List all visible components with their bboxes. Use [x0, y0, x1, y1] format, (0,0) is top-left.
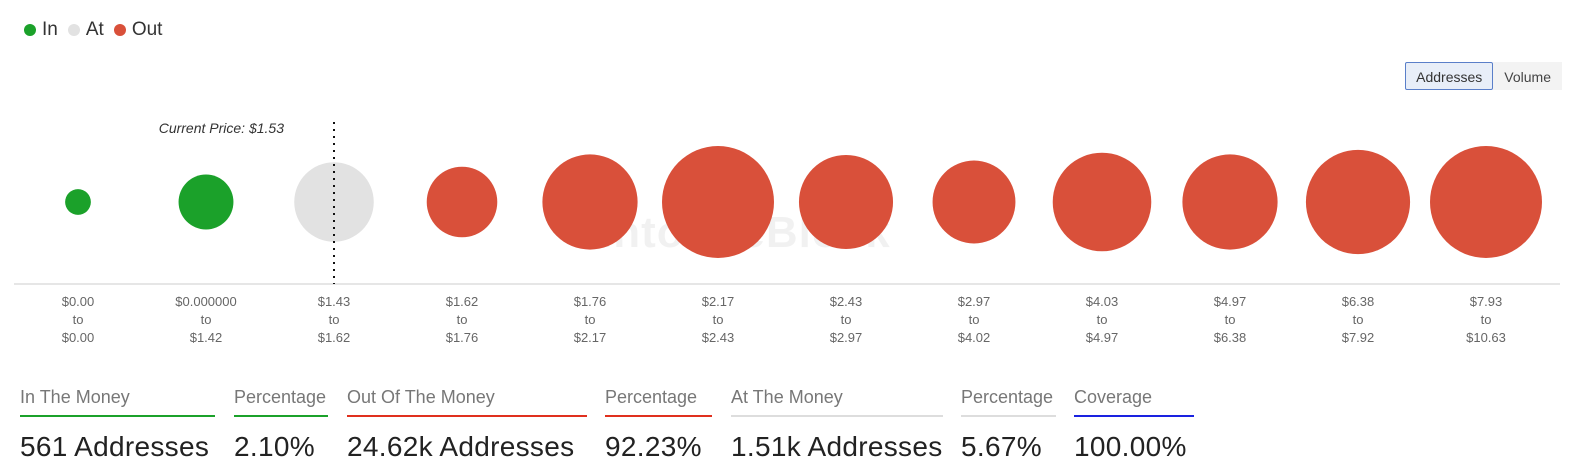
- tick-label-from: $7.93: [1470, 294, 1503, 309]
- stat-value: 100.00%: [1074, 431, 1187, 462]
- tick-label-connector: to: [457, 312, 468, 327]
- tick-label-connector: to: [201, 312, 212, 327]
- stat-underline: [731, 415, 943, 417]
- stat-value: 24.62k Addresses: [347, 431, 575, 462]
- legend-out-label: Out: [131, 19, 163, 40]
- tick-label-to: $6.38: [1214, 330, 1247, 345]
- stat-in-the-money: In The Money 561 Addresses: [20, 387, 215, 463]
- bubble-out[interactable]: [1430, 146, 1542, 258]
- legend-at-dot: [67, 24, 80, 36]
- tick-label-to: $2.17: [574, 330, 607, 345]
- tick-label-connector: to: [713, 312, 724, 327]
- current-price-label: Current Price: $1.53: [159, 120, 284, 136]
- stat-value: 1.51k Addresses: [731, 431, 943, 462]
- bubble-at[interactable]: [294, 162, 374, 242]
- stat-at-percentage: Percentage 5.67%: [961, 387, 1056, 463]
- stat-underline: [961, 415, 1056, 417]
- stat-label: Out Of The Money: [347, 387, 495, 407]
- legend-out-dot: [113, 24, 126, 36]
- bubble-out[interactable]: [662, 146, 774, 258]
- tick-label-connector: to: [1097, 312, 1108, 327]
- stat-out-percentage: Percentage 92.23%: [605, 387, 712, 463]
- tick-label-from: $1.62: [446, 294, 479, 309]
- bubble-out[interactable]: [798, 154, 894, 250]
- tick-label-connector: to: [1225, 312, 1236, 327]
- bubble-out[interactable]: [1182, 154, 1278, 250]
- stat-underline: [605, 415, 712, 417]
- stat-underline: [234, 415, 328, 417]
- bubble-in[interactable]: [65, 189, 91, 215]
- stat-label: In The Money: [20, 387, 130, 407]
- stat-label: Percentage: [605, 387, 698, 407]
- legend-item-in[interactable]: In: [24, 19, 58, 41]
- tick-label-connector: to: [841, 312, 852, 327]
- tick-label-to: $0.00: [62, 330, 95, 345]
- tick-label-to: $1.76: [446, 330, 479, 345]
- addresses-toggle-button[interactable]: Addresses: [1405, 62, 1494, 90]
- tick-label-from: $2.43: [830, 294, 863, 309]
- stat-underline: [20, 415, 215, 417]
- stat-at-the-money: At The Money 1.51k Addresses: [731, 387, 943, 463]
- bubble-out[interactable]: [1305, 149, 1411, 255]
- stat-underline: [347, 415, 587, 417]
- tick-label-from: $2.97: [958, 294, 991, 309]
- bubble-chart: $0.00 to $0.00 $0.000000 to $1.42 $1.43 to $1.62…: [14, 120, 1560, 345]
- bubble-out[interactable]: [426, 166, 498, 238]
- stat-label: Coverage: [1074, 387, 1153, 407]
- bubble-in[interactable]: [178, 174, 234, 230]
- stat-value: 561 Addresses: [20, 431, 210, 462]
- bubble-out[interactable]: [932, 160, 1016, 244]
- tick-label-from: $1.76: [574, 294, 607, 309]
- volume-toggle-button[interactable]: Volume: [1493, 62, 1562, 90]
- stat-label: Percentage: [961, 387, 1054, 407]
- stat-coverage: Coverage 100.00%: [1074, 387, 1194, 463]
- tick-label-from: $1.43: [318, 294, 351, 309]
- stat-value: 92.23%: [605, 431, 702, 462]
- stat-underline: [1074, 415, 1194, 417]
- tick-label-to: $2.43: [702, 330, 735, 345]
- tick-label-to: $10.63: [1466, 330, 1506, 345]
- tick-label-connector: to: [329, 312, 340, 327]
- tick-label-to: $1.62: [318, 330, 351, 345]
- tick-label-from: $4.03: [1086, 294, 1119, 309]
- metric-toggle: Addresses Volume: [1405, 62, 1562, 90]
- tick-label-to: $1.42: [190, 330, 223, 345]
- stat-label: At The Money: [731, 387, 843, 407]
- tick-label-connector: to: [73, 312, 84, 327]
- tick-label-to: $7.92: [1342, 330, 1375, 345]
- tick-label-from: $2.17: [702, 294, 735, 309]
- tick-label-from: $6.38: [1342, 294, 1375, 309]
- tick-label-to: $4.97: [1086, 330, 1119, 345]
- stat-out-of-the-money: Out Of The Money 24.62k Addresses: [347, 387, 587, 463]
- legend-item-out[interactable]: Out: [113, 19, 163, 41]
- stat-in-percentage: Percentage 2.10%: [234, 387, 328, 463]
- chart-legend: In At Out: [24, 19, 162, 41]
- bubble-out[interactable]: [542, 154, 638, 250]
- legend-item-at[interactable]: At: [67, 19, 104, 41]
- stat-value: 5.67%: [961, 431, 1042, 462]
- tick-label-from: $4.97: [1214, 294, 1247, 309]
- tick-label-from: $0.000000: [175, 294, 236, 309]
- tick-label-to: $2.97: [830, 330, 863, 345]
- legend-in-dot: [24, 24, 36, 36]
- bubble-out[interactable]: [1052, 152, 1152, 252]
- tick-label-connector: to: [585, 312, 596, 327]
- tick-label-connector: to: [969, 312, 980, 327]
- stat-value: 2.10%: [234, 431, 315, 462]
- stat-label: Percentage: [234, 387, 327, 407]
- legend-at-label: At: [85, 19, 104, 40]
- legend-in-label: In: [42, 19, 58, 40]
- tick-label-connector: to: [1481, 312, 1492, 327]
- tick-label-from: $0.00: [62, 294, 95, 309]
- tick-label-connector: to: [1353, 312, 1364, 327]
- tick-label-to: $4.02: [958, 330, 991, 345]
